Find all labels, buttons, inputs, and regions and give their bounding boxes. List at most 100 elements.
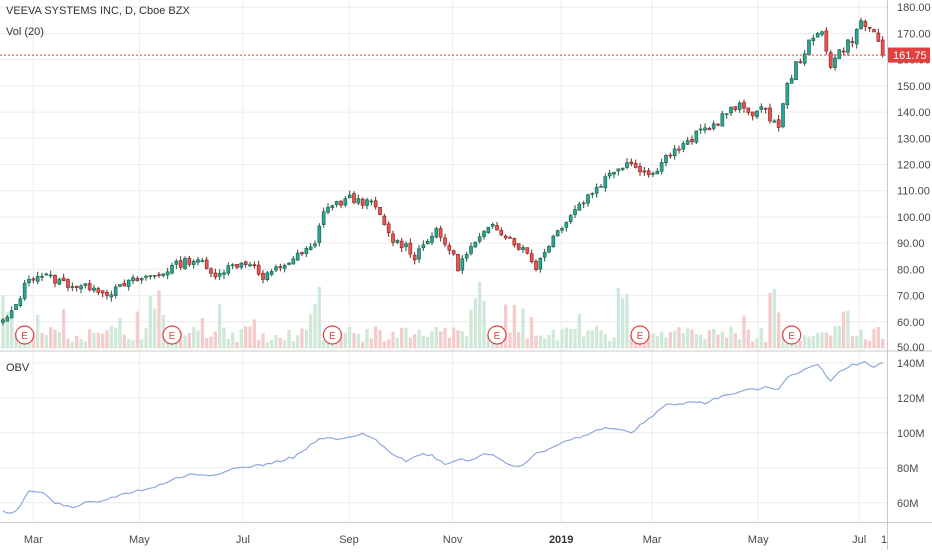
candle-down bbox=[360, 198, 365, 206]
volume-bar bbox=[426, 337, 430, 348]
volume-bar bbox=[109, 326, 113, 348]
volume-bar bbox=[248, 326, 252, 348]
candle-up bbox=[521, 247, 525, 250]
volume-bar bbox=[382, 341, 386, 348]
time-axis-label: Sep bbox=[339, 534, 359, 546]
last-price-value: 161.75 bbox=[893, 50, 927, 62]
price-axis-tick: 130.00 bbox=[897, 133, 931, 145]
candle-down bbox=[516, 243, 521, 250]
candle-up bbox=[703, 127, 707, 131]
volume-bar bbox=[651, 333, 655, 348]
earnings-marker-label: E bbox=[21, 331, 28, 342]
volume-bar bbox=[430, 331, 434, 348]
candle-down bbox=[105, 291, 109, 296]
candle-up bbox=[859, 20, 863, 30]
earnings-marker-label: E bbox=[494, 331, 501, 342]
candle-up bbox=[40, 275, 44, 278]
candle-down bbox=[872, 29, 876, 33]
volume-bar bbox=[712, 329, 716, 348]
candle-down bbox=[53, 274, 57, 284]
volume-bar bbox=[616, 287, 620, 348]
volume-bar bbox=[729, 326, 733, 348]
volume-bar bbox=[820, 332, 824, 348]
volume-bar bbox=[395, 337, 399, 348]
earnings-marker[interactable] bbox=[15, 325, 35, 345]
volume-bar bbox=[733, 333, 737, 348]
candle-down bbox=[677, 148, 681, 151]
candle-up bbox=[473, 241, 478, 248]
candle-up bbox=[620, 168, 625, 170]
candle-down bbox=[278, 266, 283, 269]
candle-up bbox=[772, 120, 777, 123]
candle-down bbox=[508, 237, 512, 239]
volume-bar bbox=[10, 312, 14, 348]
volume-bar bbox=[569, 328, 573, 348]
volume-bar bbox=[664, 337, 668, 348]
price-axis-tick: 170.00 bbox=[897, 28, 931, 40]
earnings-marker-label: E bbox=[788, 331, 795, 342]
volume-bar bbox=[837, 326, 841, 348]
price-axis-tick: 120.00 bbox=[897, 160, 931, 172]
volume-bar bbox=[408, 337, 412, 348]
candle-up bbox=[79, 285, 83, 290]
volume-bar bbox=[547, 335, 551, 348]
volume-bar bbox=[846, 310, 850, 348]
volume-bar bbox=[868, 340, 872, 348]
candle-up bbox=[139, 278, 144, 281]
volume-bar bbox=[811, 335, 815, 348]
volume-bar bbox=[400, 327, 404, 348]
candle-down bbox=[31, 278, 36, 281]
candle-down bbox=[235, 263, 239, 268]
volume-bar bbox=[595, 326, 599, 348]
candle-up bbox=[737, 102, 742, 110]
volume-bar bbox=[842, 311, 846, 348]
obv-axis-tick: 80M bbox=[897, 463, 918, 475]
candle-up bbox=[308, 246, 313, 250]
volume-indicator-label: Vol (20) bbox=[6, 26, 44, 38]
volume-bar bbox=[53, 329, 57, 348]
candle-up bbox=[759, 106, 764, 110]
price-axis-tick: 90.00 bbox=[897, 238, 925, 250]
price-axis-tick: 60.00 bbox=[897, 317, 925, 329]
candle-up bbox=[664, 155, 668, 164]
volume-bar bbox=[690, 329, 694, 348]
candle-down bbox=[451, 250, 456, 255]
volume-bar bbox=[699, 334, 703, 348]
earnings-marker[interactable] bbox=[782, 325, 802, 345]
volume-bar bbox=[296, 335, 300, 348]
volume-bar bbox=[339, 332, 343, 348]
candle-down bbox=[447, 245, 452, 251]
volume-bar bbox=[660, 331, 664, 348]
volume-bar bbox=[44, 334, 48, 348]
candle-down bbox=[100, 290, 105, 294]
earnings-marker[interactable] bbox=[630, 325, 650, 345]
volume-bar bbox=[798, 340, 802, 348]
earnings-marker[interactable] bbox=[162, 325, 182, 345]
candle-up bbox=[326, 207, 330, 213]
candle-down bbox=[880, 39, 885, 56]
earnings-marker[interactable] bbox=[322, 325, 342, 345]
volume-bar bbox=[621, 298, 625, 348]
earnings-marker[interactable] bbox=[487, 325, 507, 345]
candle-up bbox=[1, 319, 5, 323]
candle-up bbox=[222, 272, 226, 275]
candle-down bbox=[707, 128, 712, 131]
volume-bar bbox=[686, 328, 690, 348]
candle-up bbox=[421, 244, 426, 249]
candle-up bbox=[486, 226, 491, 233]
candle-up bbox=[568, 215, 573, 222]
candle-down bbox=[867, 27, 872, 29]
volume-bar bbox=[881, 339, 885, 348]
candle-up bbox=[269, 271, 274, 275]
candle-up bbox=[248, 264, 252, 267]
candle-up bbox=[131, 277, 135, 282]
candle-up bbox=[404, 243, 408, 248]
candle-down bbox=[96, 288, 101, 293]
candle-up bbox=[555, 230, 560, 237]
candle-down bbox=[178, 260, 183, 268]
volume-bar bbox=[96, 332, 100, 348]
candle-up bbox=[659, 162, 664, 172]
earnings-marker-label: E bbox=[169, 331, 176, 342]
candle-up bbox=[118, 284, 122, 287]
volume-bar bbox=[378, 330, 382, 348]
